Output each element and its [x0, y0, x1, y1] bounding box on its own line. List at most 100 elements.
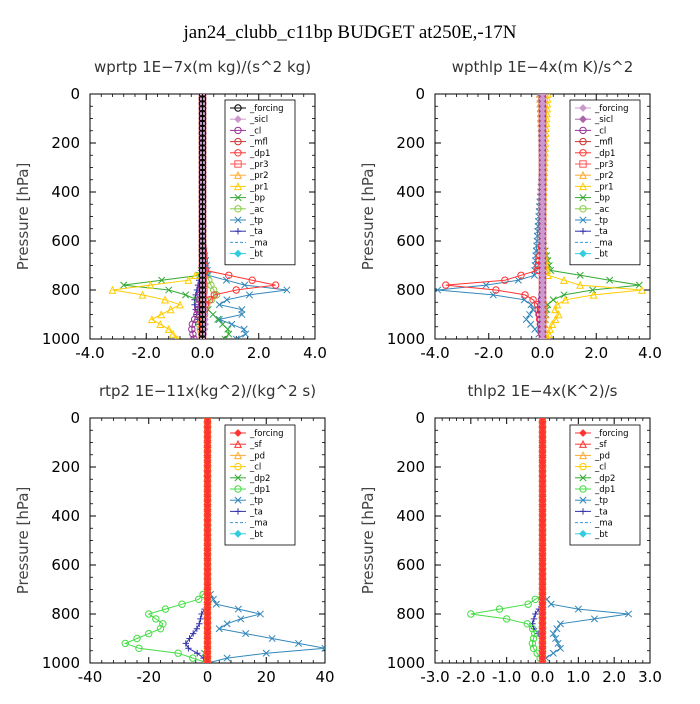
data-point	[210, 291, 219, 299]
data-point	[225, 330, 233, 338]
legend-marker	[234, 115, 242, 124]
x-tick-label: -3.0	[420, 668, 449, 686]
legend-item: _ac	[230, 205, 264, 215]
data-point	[576, 280, 585, 289]
data-point	[133, 634, 141, 643]
legend-label: _bp	[594, 194, 610, 204]
legend-marker	[579, 228, 587, 235]
series-bp	[120, 94, 233, 339]
y-tick-label: 1000	[42, 654, 80, 672]
x-tick-label: -2.0	[474, 344, 503, 362]
legend-marker	[234, 149, 242, 157]
data-point	[198, 94, 207, 98]
data-point	[174, 649, 182, 657]
legend-label: _mfl	[594, 138, 613, 148]
y-tick-label: 400	[396, 183, 425, 201]
data-point	[590, 615, 599, 623]
y-tick-label: 1000	[387, 654, 425, 672]
data-point	[198, 242, 207, 250]
data-point	[178, 600, 186, 608]
panel-title: wprtp 1E−7x(m kg)/(s^2 kg)	[94, 58, 311, 76]
data-point	[589, 286, 597, 294]
legend: _forcing_sicl_cl_mfl_dp1_pr3_pr2_pr1_bp_…	[224, 99, 296, 266]
legend-marker	[234, 529, 242, 538]
legend-item: _mfl	[575, 138, 613, 148]
legend-label: _ta	[249, 507, 263, 517]
data-point	[560, 291, 568, 299]
y-tick-label: 400	[51, 183, 80, 201]
data-point	[517, 271, 525, 279]
legend-marker	[234, 160, 242, 168]
series-line	[470, 418, 543, 663]
data-point	[198, 119, 207, 128]
data-point	[198, 100, 207, 108]
data-point	[198, 281, 207, 289]
x-tick-label: 3.0	[638, 668, 662, 686]
legend-item: _pd	[230, 451, 265, 461]
legend-label: _bp	[249, 194, 265, 204]
y-tick-label: 600	[396, 232, 425, 250]
data-point	[198, 144, 207, 152]
legend-item: _tp	[575, 216, 608, 226]
data-point	[158, 276, 166, 284]
legend-item: _ma	[230, 238, 268, 248]
data-point	[198, 286, 207, 294]
data-point	[198, 193, 207, 201]
y-tick-label: 1000	[387, 330, 425, 348]
legend-item: _cl	[230, 126, 261, 136]
data-point	[198, 266, 207, 275]
data-point	[198, 301, 207, 309]
data-point	[556, 644, 564, 652]
data-point	[237, 615, 245, 623]
legend-label: _forcing	[594, 429, 629, 439]
legend-marker	[579, 496, 587, 504]
legend-marker	[579, 508, 587, 515]
legend-label: _forcing	[249, 429, 284, 439]
data-point	[215, 625, 223, 633]
legend-item: _dp1	[575, 485, 615, 495]
legend-item: _ma	[575, 519, 613, 529]
data-point	[528, 639, 537, 648]
data-point	[538, 335, 547, 339]
data-point	[145, 629, 153, 638]
y-axis-label: Pressure [hPa]	[359, 163, 377, 271]
y-axis-label: Pressure [hPa]	[359, 487, 377, 595]
legend-marker	[234, 429, 242, 437]
data-point	[198, 198, 207, 206]
y-tick-label: 800	[396, 605, 425, 623]
data-point	[198, 276, 207, 284]
legend-item: _ta	[230, 507, 263, 517]
x-tick-label: 0.0	[191, 344, 215, 362]
data-point	[194, 650, 201, 657]
data-point	[212, 600, 220, 608]
y-tick-label: 400	[51, 507, 80, 525]
legend-label: _cl	[249, 463, 261, 473]
data-point	[262, 649, 270, 657]
legend-label: _ta	[594, 507, 608, 517]
data-point	[529, 634, 538, 643]
data-point	[160, 295, 170, 304]
legend-item: _mfl	[230, 138, 268, 148]
data-point	[156, 625, 165, 633]
y-tick-label: 200	[396, 458, 425, 476]
legend-marker	[233, 170, 243, 179]
series-pr1	[108, 94, 207, 339]
legend-marker	[234, 508, 242, 515]
legend-marker	[234, 205, 242, 213]
data-point	[223, 654, 231, 662]
data-point	[548, 319, 557, 328]
data-point	[528, 625, 537, 633]
legend-item: _sicl	[575, 115, 613, 125]
data-point	[547, 600, 555, 608]
data-point	[198, 168, 207, 177]
data-point	[215, 315, 223, 323]
data-point	[188, 320, 197, 328]
data-point	[156, 319, 165, 328]
data-point	[189, 630, 197, 637]
data-point	[501, 276, 509, 284]
y-tick-label: 0	[415, 409, 425, 427]
legend-label: _ac	[249, 205, 264, 215]
data-point	[184, 275, 193, 284]
data-point	[435, 286, 442, 294]
legend-item: _bt	[575, 250, 609, 260]
